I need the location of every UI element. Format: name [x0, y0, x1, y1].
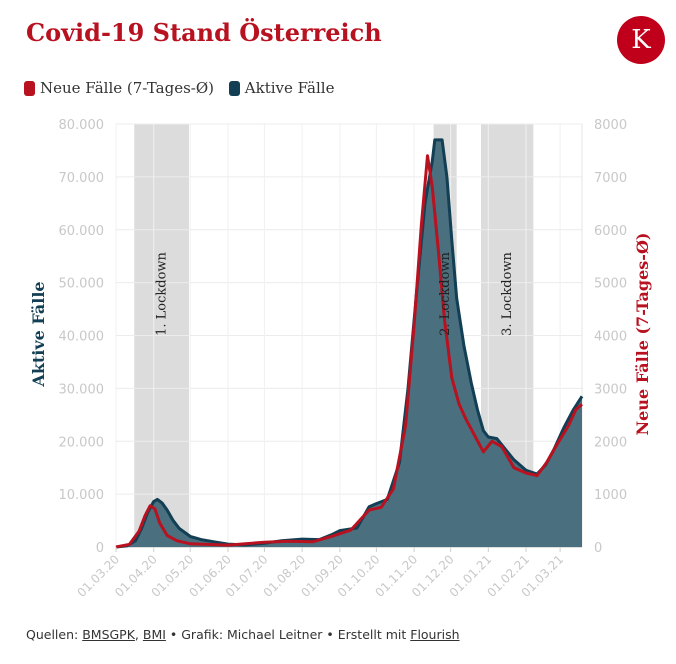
footer-prefix: Quellen: [26, 627, 83, 642]
y-right-tick-label: 7000 [594, 171, 627, 186]
y-left-tick-label: 20.000 [59, 435, 105, 450]
footer-middle: • Grafik: Michael Leitner • Erstellt mit [165, 627, 411, 642]
legend-swatch-new-cases [24, 80, 35, 96]
active-cases-area [116, 139, 582, 547]
covid-chart: 1. Lockdown 2. Lockdown 3. Lockdown 0 10.00… [29, 118, 652, 600]
lockdown-label: 1. Lockdown [155, 251, 170, 335]
footer-sep: , [134, 627, 143, 642]
brand-logo[interactable]: K [617, 16, 665, 64]
legend-label-new-cases: Neue Fälle (7-Tages-Ø) [40, 79, 214, 97]
source-link-bmi[interactable]: BMI [142, 627, 166, 642]
source-link-bmsgpk[interactable]: BMSGPK [82, 627, 135, 642]
y-right-tick-label: 5000 [594, 277, 627, 292]
flourish-link[interactable]: Flourish [410, 627, 460, 642]
y-left-tick-label: 60.000 [59, 224, 105, 239]
lockdown-labels: 1. Lockdown 2. Lockdown 3. Lockdown [155, 251, 516, 335]
y-left-tick-label: 40.000 [59, 330, 105, 345]
legend-label-active-cases: Aktive Fälle [244, 79, 335, 97]
y-right-tick-label: 3000 [594, 382, 627, 397]
new-cases-line [115, 154, 583, 549]
y-right-tick-label: 6000 [594, 224, 627, 239]
legend-item-active-cases[interactable]: Aktive Fälle [228, 79, 335, 97]
page-title: Covid-19 Stand Österreich [26, 18, 382, 47]
lockdown-label: 3. Lockdown [500, 251, 515, 335]
y-right-tick-label: 0 [594, 541, 602, 556]
y-left-tick-label: 50.000 [59, 277, 105, 292]
footer-credits: Quellen: BMSGPK, BMI • Grafik: Michael L… [26, 627, 460, 642]
y-right-tick-label: 4000 [594, 330, 627, 345]
y-axis-left-title: Aktive Fälle [29, 281, 48, 387]
y-right-tick-label: 8000 [594, 118, 627, 133]
lockdown-label: 2. Lockdown [438, 251, 453, 335]
legend-swatch-active-cases [228, 80, 240, 96]
series-layer [115, 138, 584, 549]
y-right-tick-label: 2000 [594, 435, 627, 450]
y-left-tick-label: 70.000 [59, 171, 105, 186]
y-right-tick-label: 1000 [594, 488, 627, 503]
y-left-tick-label: 30.000 [59, 382, 105, 397]
y-left-tick-label: 10.000 [59, 488, 105, 503]
y-left-tick-label: 80.000 [59, 118, 105, 133]
y-axis-right-title: Neue Fälle (7-Tages-Ø) [633, 233, 652, 436]
y-left-tick-label: 0 [96, 541, 104, 556]
chart-legend: Neue Fälle (7-Tages-Ø) Aktive Fälle [24, 79, 344, 100]
legend-item-new-cases[interactable]: Neue Fälle (7-Tages-Ø) [24, 79, 214, 97]
